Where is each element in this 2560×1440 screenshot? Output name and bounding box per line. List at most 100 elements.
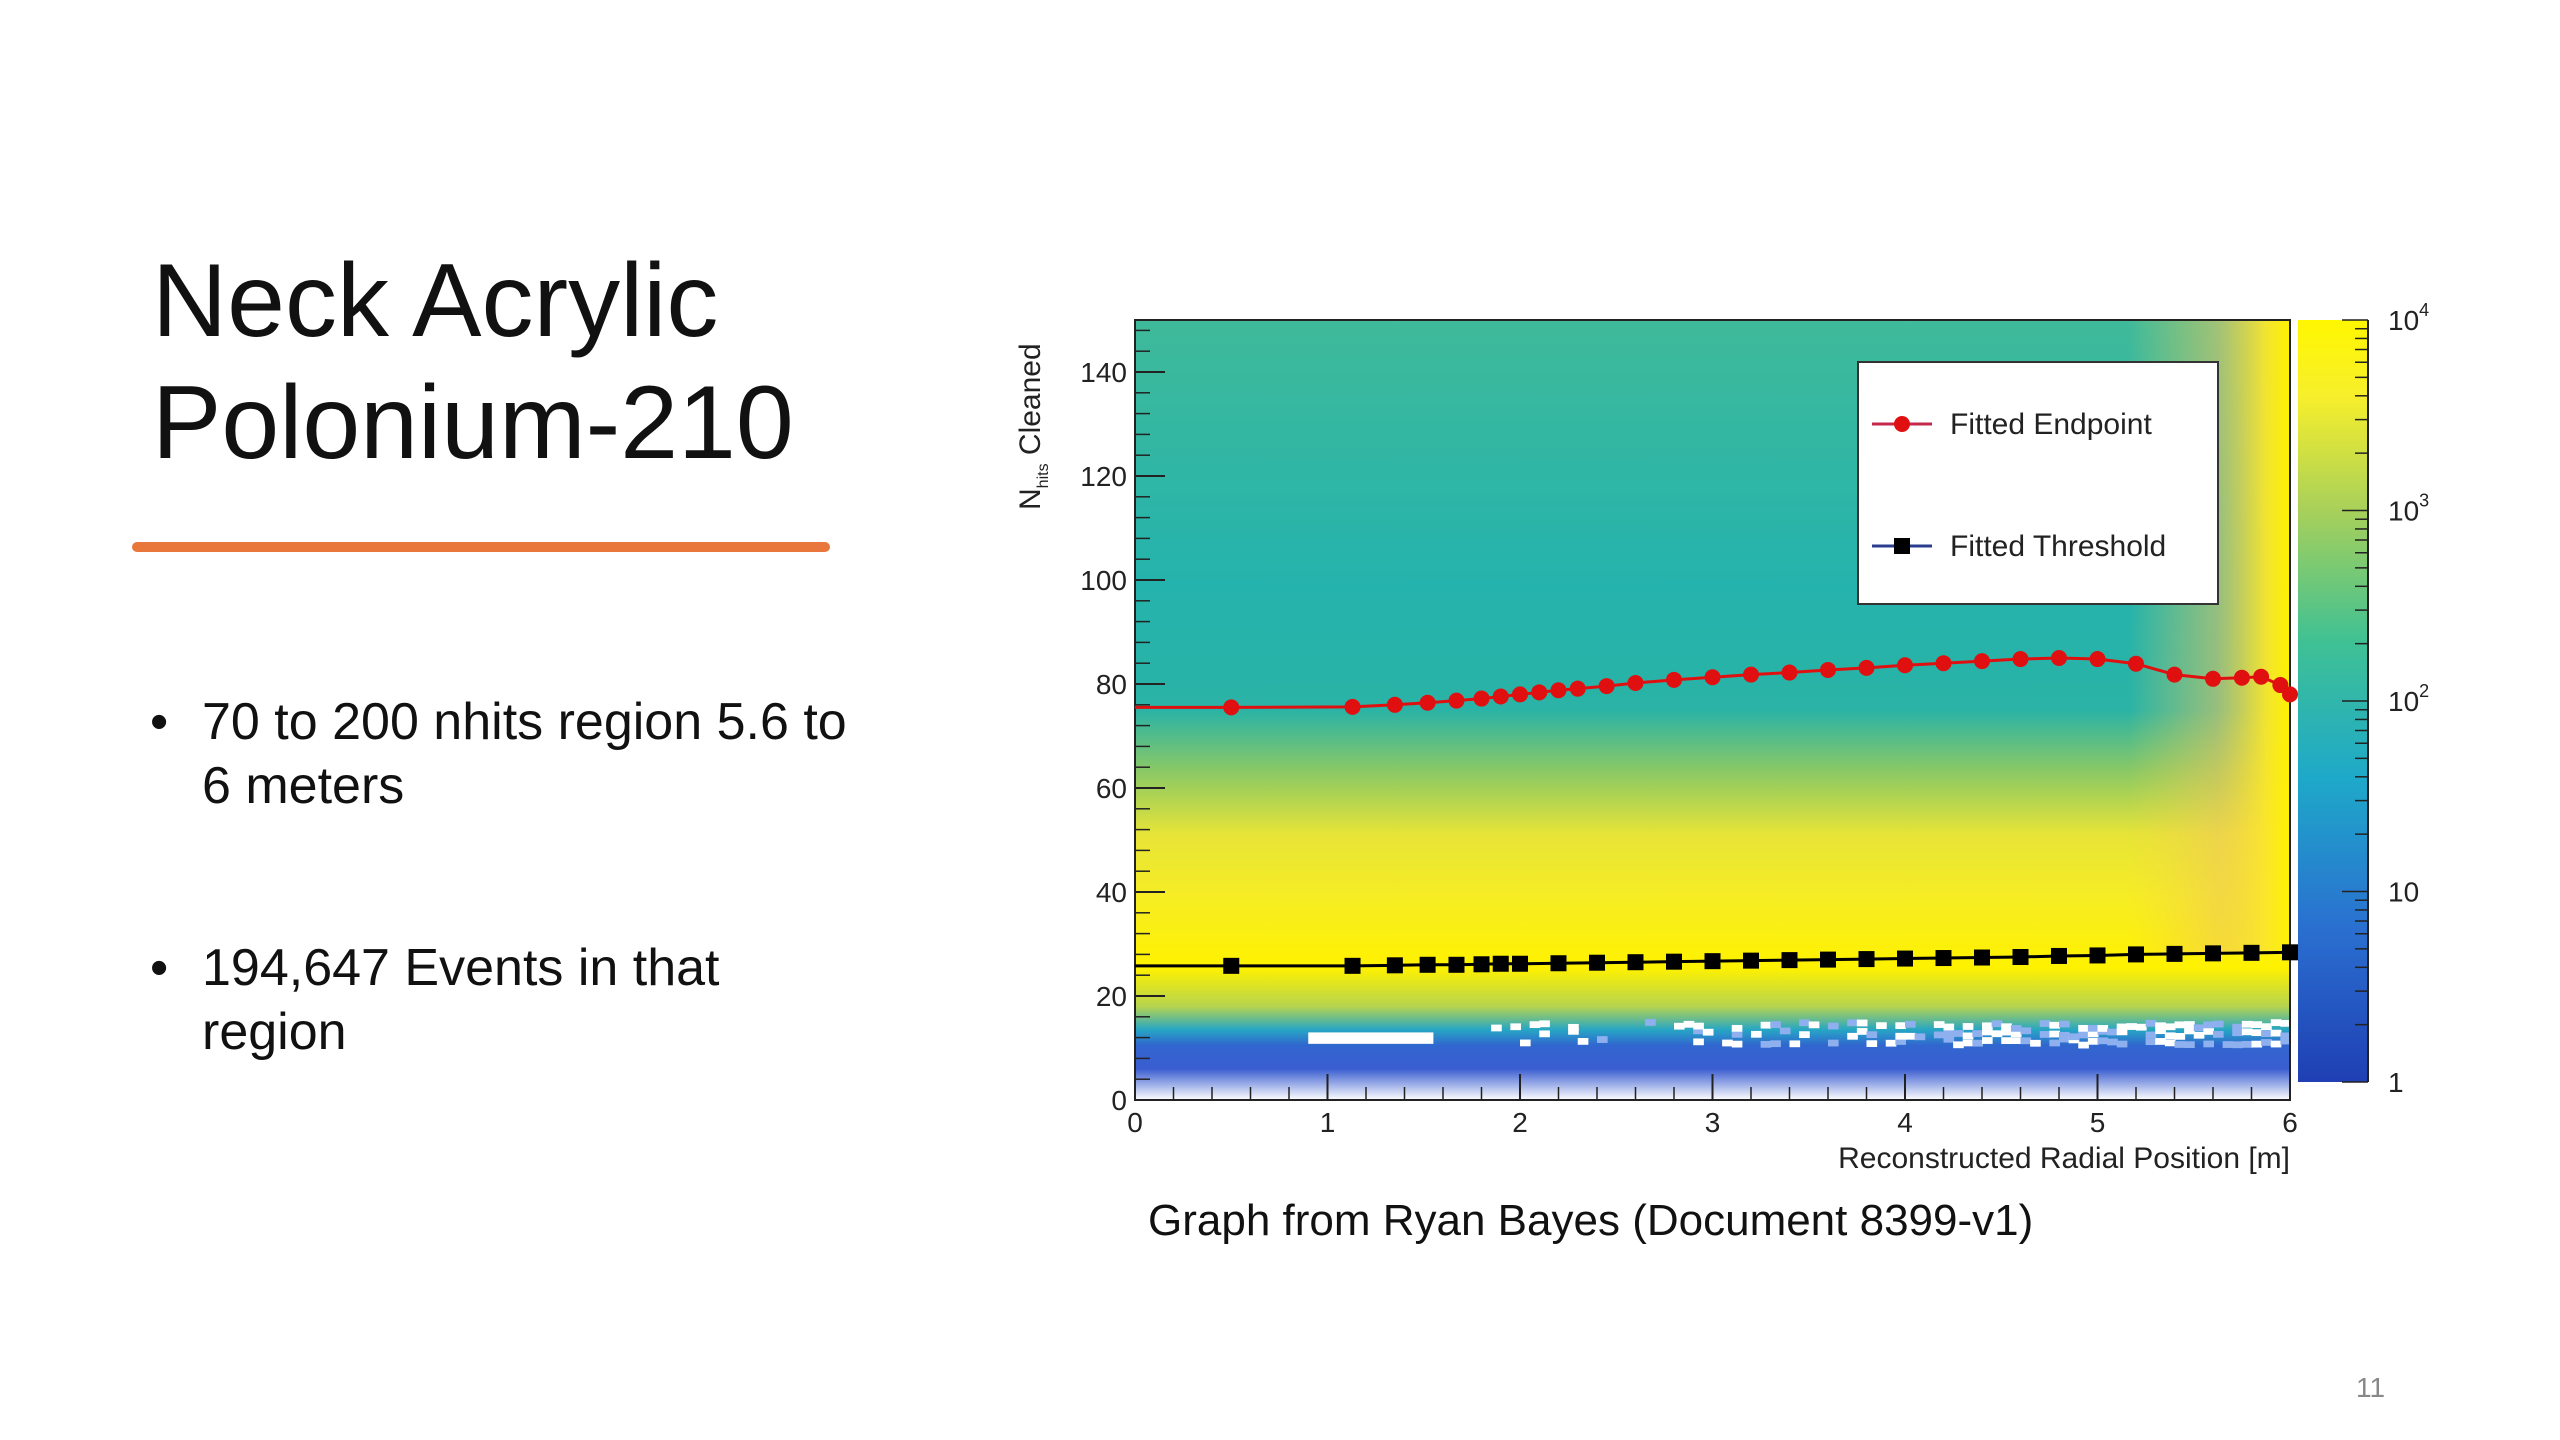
noise-cell bbox=[1693, 1022, 1704, 1030]
noise-cell bbox=[2001, 1028, 2012, 1036]
noise-cell bbox=[1933, 1021, 1945, 1028]
noise-cell bbox=[1953, 1030, 1964, 1037]
noise-cell bbox=[2270, 1029, 2282, 1037]
noise-cell bbox=[2251, 1029, 2263, 1037]
noise-cell bbox=[1866, 1040, 1878, 1047]
data-point bbox=[1448, 692, 1465, 709]
noise-cell bbox=[1731, 1024, 1743, 1032]
data-point bbox=[2233, 669, 2250, 686]
noise-cell bbox=[2020, 1037, 2032, 1045]
title-accent-bar bbox=[132, 542, 830, 552]
noise-cell bbox=[1693, 1038, 1704, 1046]
noise-cell bbox=[1731, 1030, 1743, 1038]
data-point bbox=[1419, 956, 1436, 973]
colorbar-tick-label: 104 bbox=[2388, 300, 2429, 336]
noise-cell bbox=[1799, 1031, 1810, 1038]
series-fitted-threshold bbox=[1135, 944, 2298, 974]
noise-cell bbox=[1933, 1031, 1945, 1039]
data-point bbox=[1858, 951, 1875, 968]
data-point bbox=[2012, 949, 2029, 965]
data-point bbox=[1473, 690, 1490, 707]
noise-cell bbox=[1895, 1022, 1906, 1030]
page-number: 11 bbox=[2356, 1372, 2386, 1403]
noise-cell bbox=[1991, 1020, 2003, 1028]
data-point bbox=[2282, 686, 2298, 703]
noise-cell bbox=[2203, 1040, 2214, 1048]
noise-cell bbox=[1962, 1023, 1974, 1030]
noise-cell bbox=[2059, 1020, 2070, 1028]
colorbar-tick-label: 10 bbox=[2388, 877, 2419, 908]
noise-cell bbox=[1770, 1021, 1781, 1028]
data-point bbox=[1473, 956, 1490, 973]
noise-cell bbox=[2049, 1039, 2060, 1047]
data-point bbox=[1974, 949, 1990, 966]
noise-cell bbox=[2097, 1037, 2109, 1045]
noise-cell bbox=[1972, 1030, 1983, 1037]
x-tick-label: 5 bbox=[2090, 1107, 2106, 1138]
x-tick-label: 3 bbox=[1705, 1107, 1721, 1138]
noise-cell bbox=[2001, 1023, 2012, 1031]
noise-cell bbox=[2155, 1038, 2166, 1045]
noise-cell bbox=[2270, 1040, 2282, 1048]
noise-cell bbox=[1982, 1022, 1993, 1030]
noise-cell bbox=[2039, 1020, 2051, 1027]
data-point bbox=[1550, 955, 1567, 972]
data-point bbox=[1627, 674, 1644, 691]
noise-cell bbox=[2107, 1038, 2118, 1046]
noise-cell bbox=[2280, 1037, 2291, 1045]
y-tick-label: 80 bbox=[1096, 669, 1127, 700]
colorbar-tick-label: 1 bbox=[2388, 1067, 2404, 1098]
data-point bbox=[2051, 650, 2067, 666]
noise-cell bbox=[2020, 1027, 2032, 1035]
noise-cell bbox=[1914, 1033, 1926, 1041]
data-point bbox=[2253, 668, 2270, 685]
noise-cell bbox=[1751, 1030, 1762, 1038]
colorbar-label-exp: 2 bbox=[2419, 681, 2429, 701]
noise-cell bbox=[1866, 1031, 1878, 1039]
legend-marker bbox=[1894, 538, 1910, 554]
noise-cell bbox=[2270, 1019, 2282, 1026]
noise-cell bbox=[1943, 1023, 1955, 1031]
noise-cell bbox=[1760, 1040, 1772, 1048]
y-tick-label: 60 bbox=[1096, 773, 1127, 804]
data-point bbox=[1386, 957, 1403, 974]
noise-cell bbox=[2164, 1023, 2176, 1031]
heatmap-noise-band bbox=[1308, 1019, 2291, 1049]
noise-cell bbox=[2116, 1028, 2128, 1036]
noise-cell bbox=[2145, 1038, 2157, 1046]
chart-legend: Fitted Endpoint Fitted Threshold bbox=[1857, 361, 2219, 605]
noise-cell bbox=[2059, 1031, 2070, 1039]
legend-box bbox=[1857, 361, 2219, 605]
noise-cell bbox=[2261, 1023, 2272, 1031]
noise-cell bbox=[1722, 1039, 1733, 1047]
data-point bbox=[1897, 950, 1913, 967]
data-point bbox=[2243, 944, 2260, 961]
noise-cell bbox=[1308, 1032, 1434, 1044]
noise-cell bbox=[1895, 1032, 1906, 1040]
y-axis-label-main: N bbox=[1014, 488, 1047, 510]
noise-cell bbox=[1943, 1035, 1955, 1043]
data-point bbox=[1512, 686, 1528, 703]
noise-cell bbox=[2261, 1039, 2272, 1046]
noise-cell bbox=[1539, 1020, 1550, 1028]
data-point bbox=[1531, 684, 1548, 701]
data-point bbox=[2089, 947, 2106, 964]
y-tick-label: 0 bbox=[1111, 1085, 1127, 1116]
data-point bbox=[1704, 953, 1721, 970]
bullet-item: 70 to 200 nhits region 5.6 to 6 meters bbox=[150, 690, 870, 818]
data-point bbox=[2128, 655, 2144, 672]
noise-cell bbox=[1770, 1040, 1781, 1048]
noise-cell bbox=[2280, 1032, 2291, 1040]
noise-cell bbox=[2261, 1030, 2272, 1037]
noise-cell bbox=[2097, 1025, 2109, 1032]
colorbar-label-base: 10 bbox=[2388, 877, 2419, 908]
noise-cell bbox=[2213, 1020, 2224, 1028]
colorbar-tick-label: 103 bbox=[2388, 491, 2429, 527]
noise-cell bbox=[1972, 1039, 1983, 1047]
noise-cell bbox=[2155, 1027, 2166, 1035]
data-point bbox=[1344, 957, 1361, 974]
noise-cell bbox=[2116, 1023, 2128, 1031]
noise-cell bbox=[2164, 1039, 2176, 1047]
